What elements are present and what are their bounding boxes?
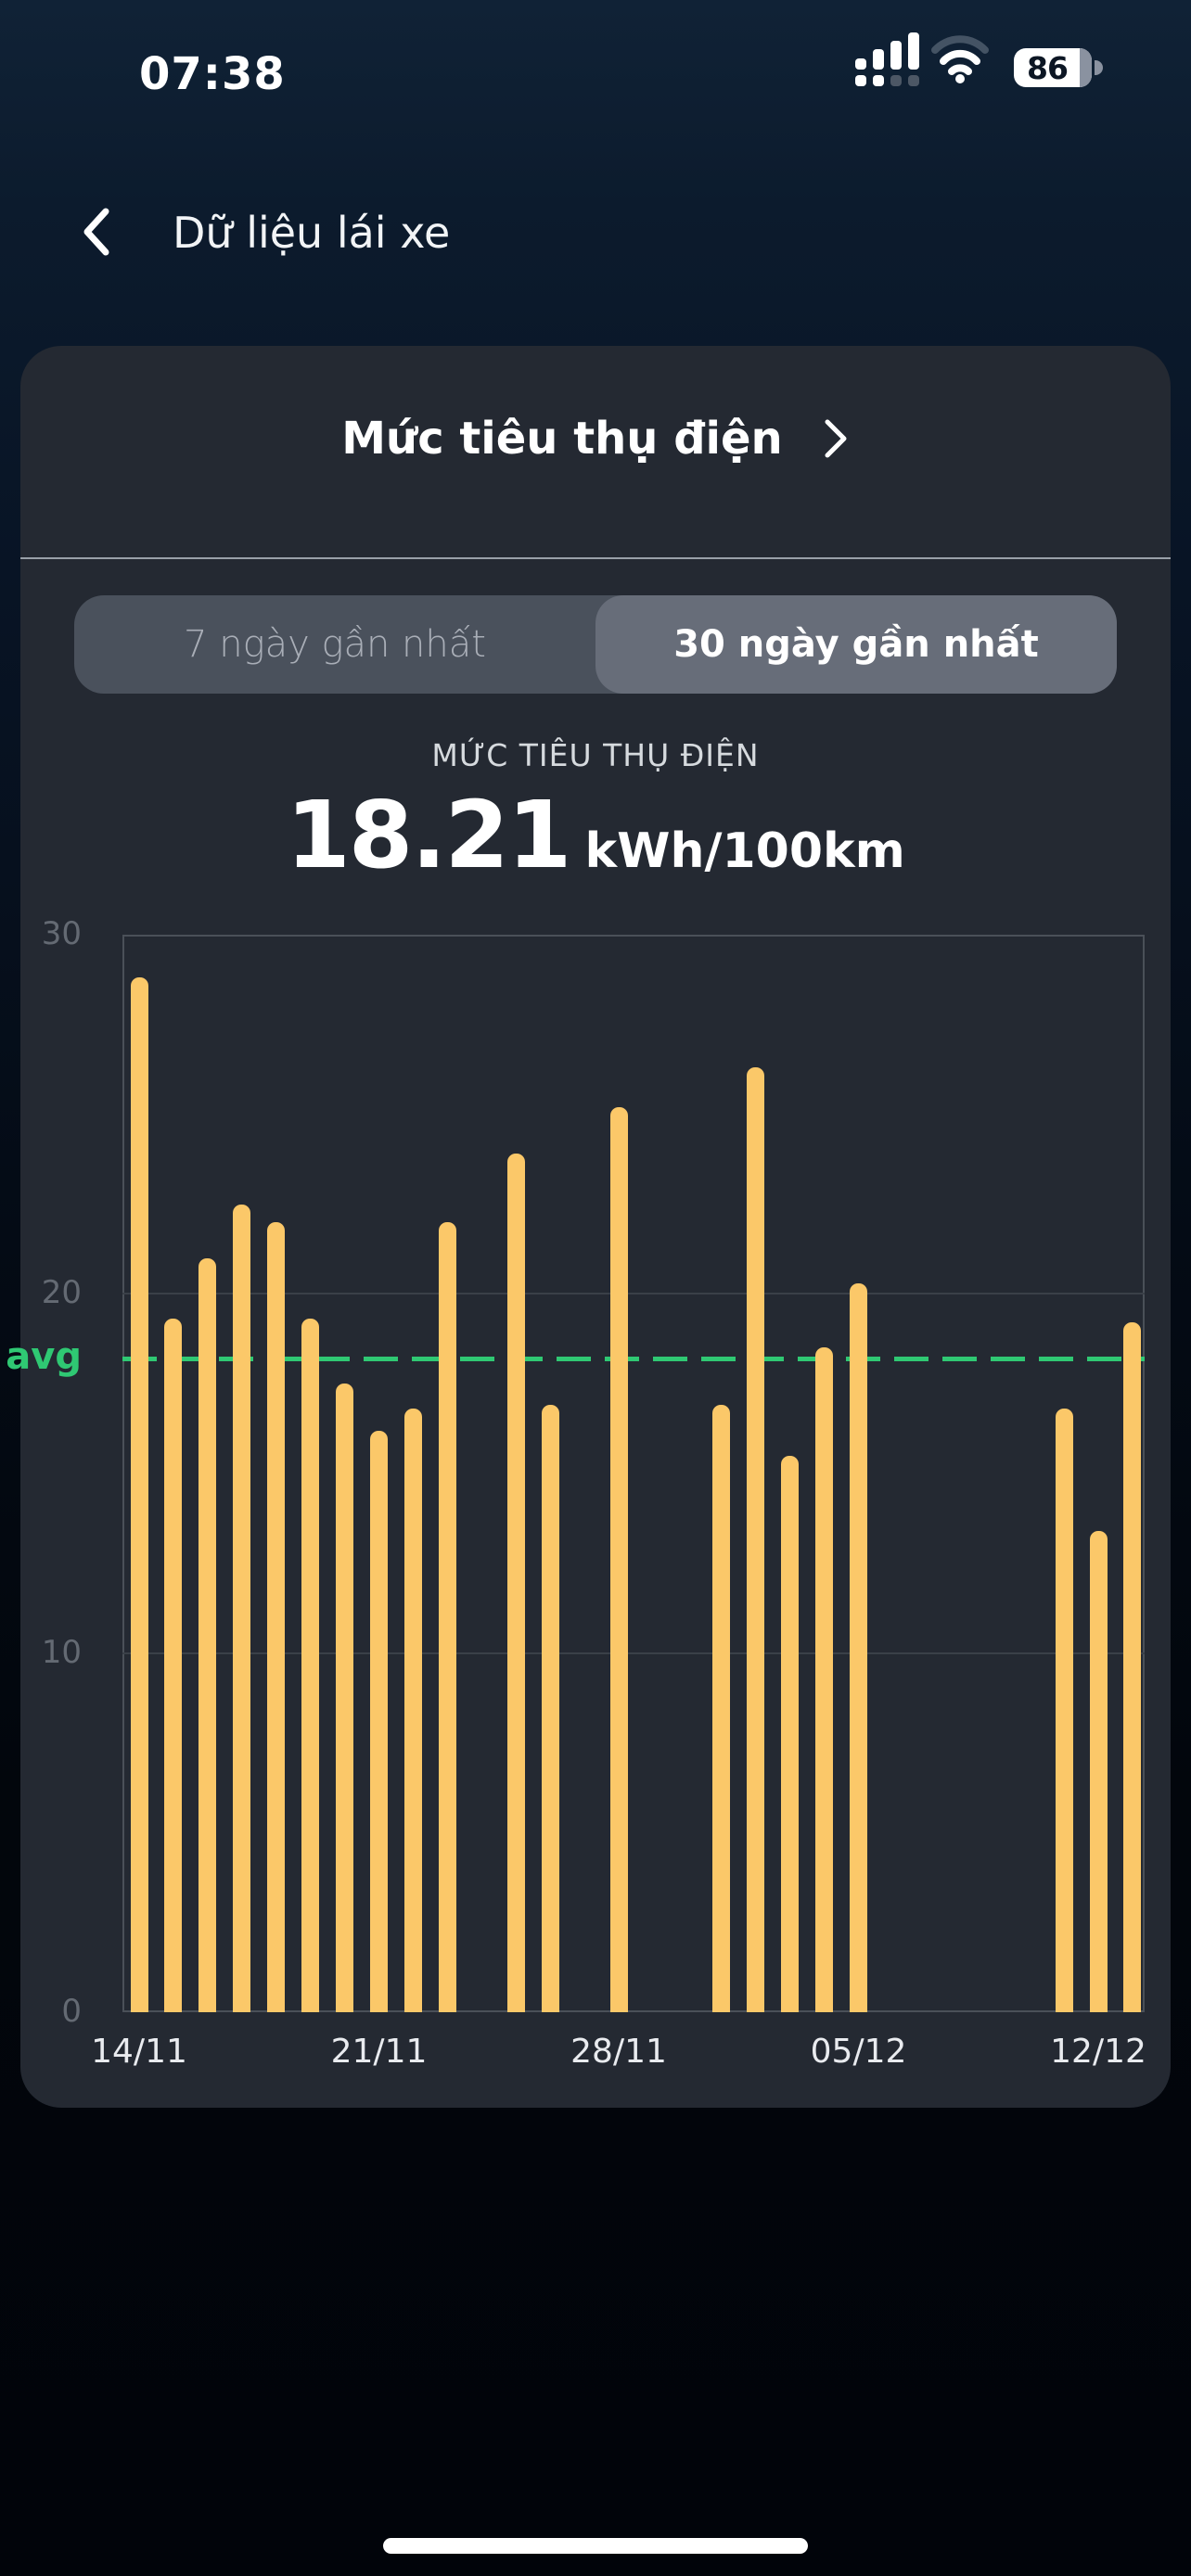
consumption-card: Mức tiêu thụ điện 7 ngày gần nhất 30 ngà… (20, 346, 1171, 2108)
divider (20, 557, 1171, 559)
tab-7-days[interactable]: 7 ngày gần nhất (74, 595, 596, 694)
stat-unit: kWh/100km (584, 823, 905, 879)
battery-percent: 86 (1027, 49, 1069, 86)
range-segmented-control: 7 ngày gần nhất 30 ngày gần nhất (74, 595, 1117, 694)
back-button[interactable] (78, 206, 115, 261)
cellular-signal-icon (855, 32, 920, 86)
battery-body (1014, 48, 1092, 87)
status-time: 07:38 (139, 48, 286, 100)
chevron-right-icon (825, 419, 847, 458)
card-title: Mức tiêu thụ điện (341, 413, 783, 465)
battery-nub (1095, 60, 1103, 75)
battery-indicator: 86 (1014, 48, 1107, 87)
battery-empty-portion (1080, 48, 1092, 87)
stat-value-row: 18.21 kWh/100km (20, 780, 1171, 891)
stat-value: 18.21 (286, 781, 571, 889)
tab-30-days-label: 30 ngày gần nhất (673, 623, 1039, 666)
page-title: Dữ liệu lái xe (173, 208, 451, 258)
wifi-icon (929, 35, 991, 87)
home-indicator[interactable] (383, 2538, 808, 2554)
consumption-detail-link[interactable]: Mức tiêu thụ điện (20, 413, 1171, 465)
tab-30-days[interactable]: 30 ngày gần nhất (596, 595, 1117, 694)
tab-7-days-label: 7 ngày gần nhất (184, 623, 486, 666)
stat-label: MỨC TIÊU THỤ ĐIỆN (431, 737, 760, 773)
